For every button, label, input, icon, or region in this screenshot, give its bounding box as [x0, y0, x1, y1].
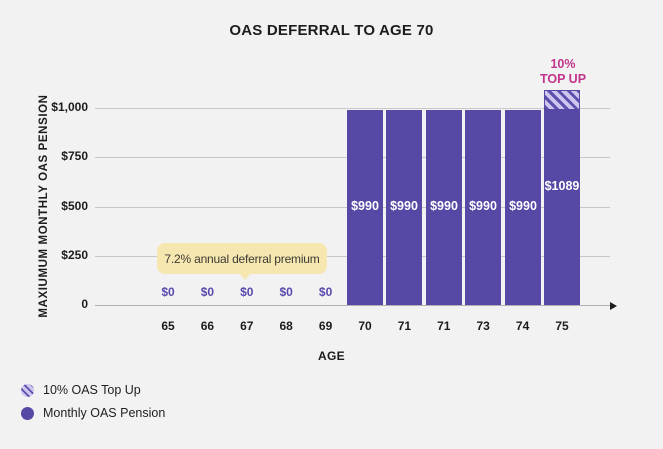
- topup-callout-line1: 10%: [550, 57, 576, 71]
- pension-bar: [544, 110, 580, 305]
- x-tick-label: 74: [515, 319, 530, 333]
- pension-bar: [426, 110, 462, 305]
- annotation-callout: 7.2% annual deferral premium: [157, 243, 327, 280]
- topup-callout-line2: TOP UP: [539, 72, 587, 86]
- bar-value-label: $990: [390, 199, 418, 213]
- x-tick-label: 65: [161, 319, 175, 333]
- y-tick-label: 0: [81, 297, 88, 311]
- solid-circle-icon: [21, 406, 34, 420]
- hatched-circle-icon: [21, 383, 34, 397]
- x-axis-arrow-icon: [610, 302, 617, 310]
- annotation-text: 7.2% annual deferral premium: [164, 251, 320, 266]
- x-axis-title: AGE: [318, 349, 345, 363]
- legend-item-topup: 10% OAS Top Up: [21, 383, 165, 397]
- x-tick-label: 66: [200, 319, 215, 333]
- bar-value-label: $990: [469, 199, 497, 213]
- x-tick-label: 71: [437, 319, 451, 333]
- gridline: [95, 108, 610, 109]
- zero-value-label: $0: [318, 285, 333, 299]
- x-tick-label: 70: [358, 319, 372, 333]
- y-tick-label: $750: [61, 149, 88, 163]
- bar-value-label: $990: [430, 199, 458, 213]
- bar-value-label: $1089: [544, 179, 580, 193]
- zero-value-label: $0: [279, 285, 293, 299]
- x-tick-label: 75: [555, 319, 569, 333]
- pension-bar: [347, 110, 383, 305]
- x-tick-label: 69: [318, 319, 333, 333]
- legend-label-pension: Monthly OAS Pension: [43, 406, 166, 420]
- x-tick-label: 67: [240, 319, 254, 333]
- legend-label-topup: 10% OAS Top Up: [43, 383, 141, 397]
- annotation-tail-icon: [239, 273, 251, 280]
- y-tick-label: $250: [61, 248, 88, 262]
- bar-value-label: $990: [351, 199, 379, 213]
- topup-bar-segment: [544, 90, 580, 110]
- zero-value-label: $0: [200, 285, 215, 299]
- pension-bar: [465, 110, 501, 305]
- x-tick-label: 68: [279, 319, 293, 333]
- pension-bar: [386, 110, 422, 305]
- zero-value-label: $0: [240, 285, 254, 299]
- x-axis-line: [95, 305, 610, 306]
- x-tick-label: 73: [476, 319, 490, 333]
- legend: 10% OAS Top Up Monthly OAS Pension: [21, 383, 165, 420]
- legend-item-pension: Monthly OAS Pension: [21, 406, 165, 420]
- pension-bar: [505, 110, 541, 305]
- topup-callout: 10% TOP UP: [523, 57, 603, 87]
- x-tick-label: 71: [397, 319, 412, 333]
- y-tick-label: $500: [61, 199, 88, 213]
- bar-value-label: $990: [509, 199, 537, 213]
- chart-title: OAS DEFERRAL TO AGE 70: [229, 22, 434, 39]
- zero-value-label: $0: [161, 285, 175, 299]
- y-tick-label: $1,000: [51, 100, 88, 114]
